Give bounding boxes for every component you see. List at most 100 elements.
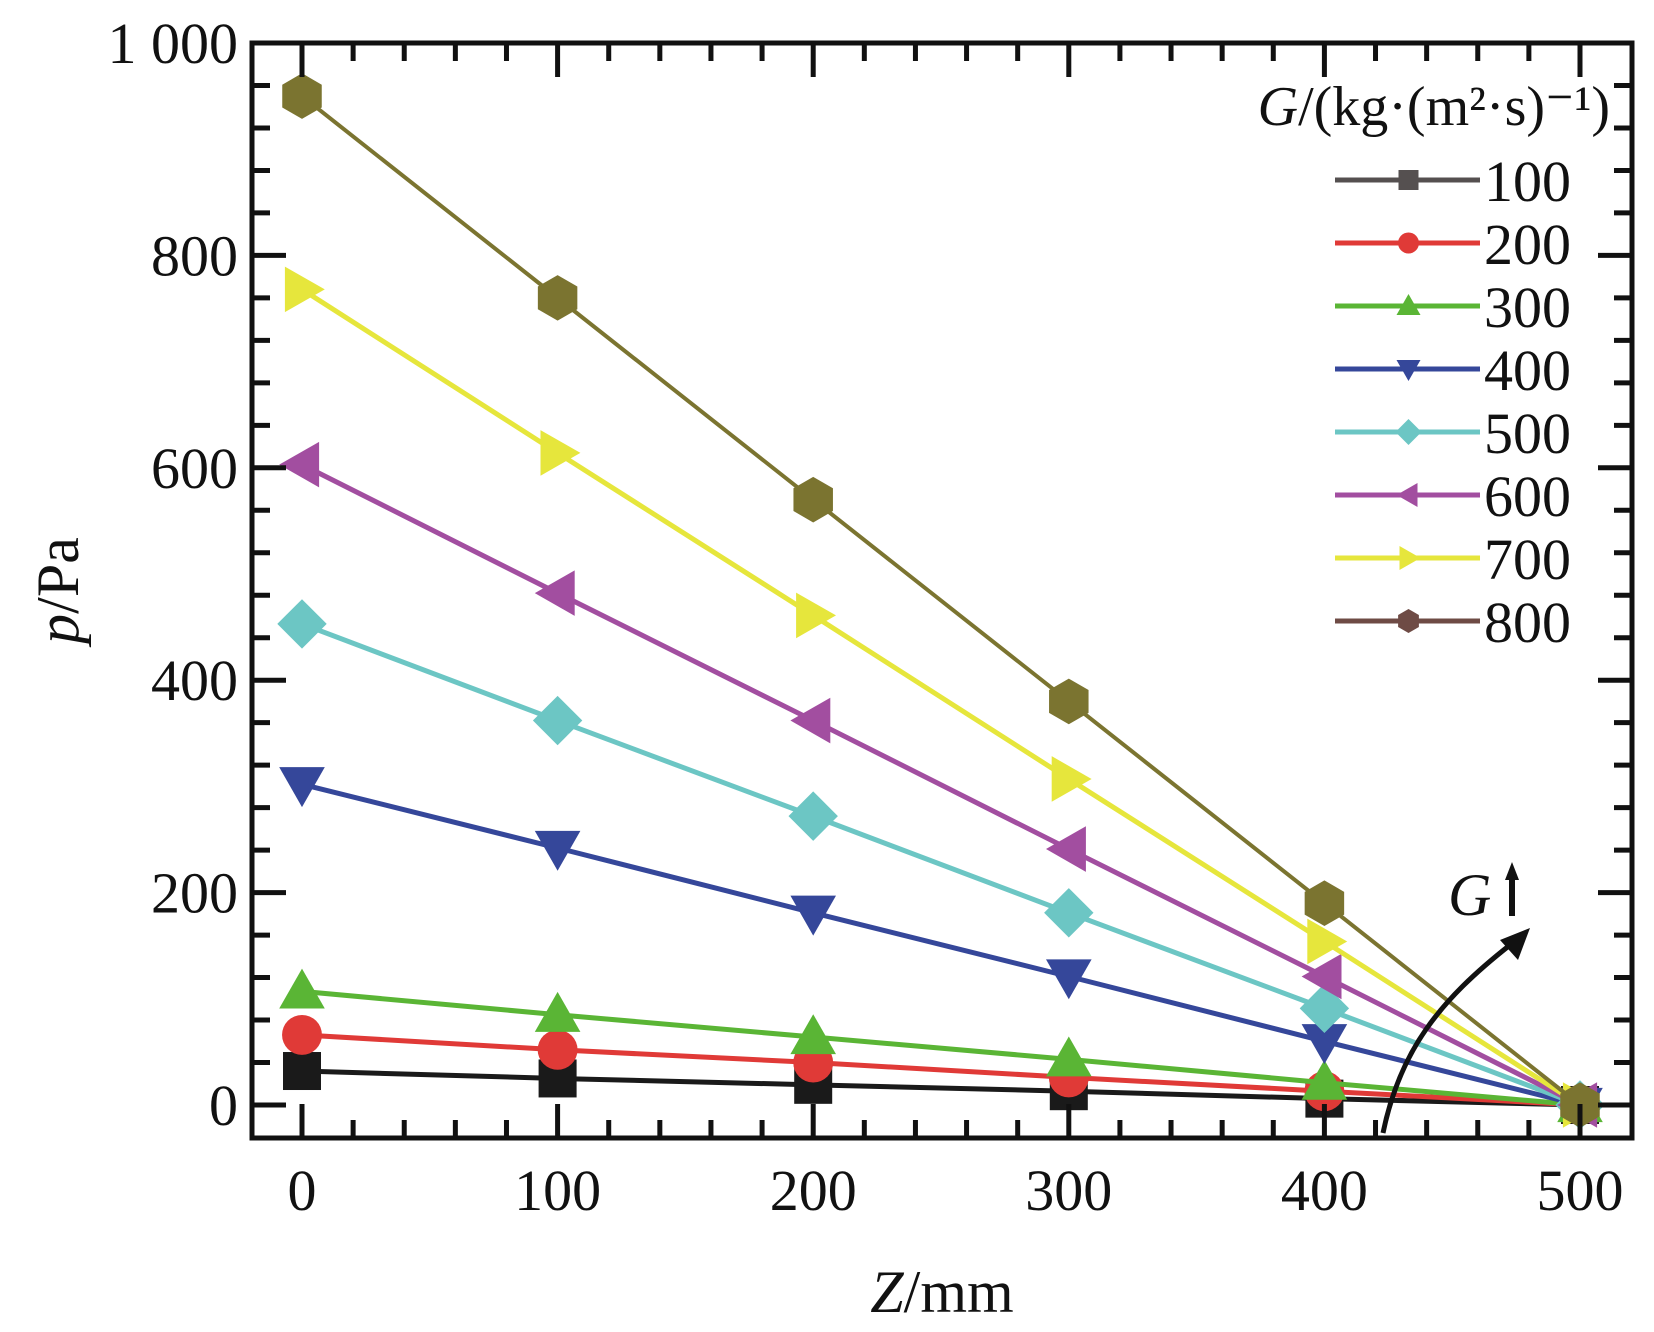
legend-title-unit: /(kg·(m²·s)⁻¹) [1298,76,1610,138]
legend-item: 100 [1335,149,1571,214]
legend-label: 200 [1484,212,1571,277]
legend-item: 400 [1335,338,1571,403]
data-point [1301,1024,1348,1065]
x-ticks: 0 100 200 300 400 500 [288,43,1624,1223]
annotation-var: G [1448,862,1491,928]
y-axis-title: p/Pa [25,537,91,648]
series-line [300,94,1582,1107]
data-point [277,599,327,649]
series-700 [284,266,1603,1128]
legend-item: 600 [1335,464,1571,529]
x-tick-label: 500 [1537,1158,1624,1223]
up-arrow-icon [1505,862,1519,880]
series-800 [282,73,1600,1128]
legend-label: 600 [1484,464,1571,529]
y-tick-label: 0 [209,1073,238,1138]
data-point [796,592,836,639]
arrowhead-icon [1500,928,1530,960]
legend-label: 700 [1484,527,1571,592]
legend-label: 300 [1484,275,1571,340]
y-tick-label: 600 [151,436,238,501]
data-point [1046,826,1086,872]
increase-arrow-annotation: G [1380,862,1530,1134]
data-point [534,830,581,871]
data-point [793,476,833,523]
data-point [534,991,581,1032]
legend-item: 200 [1335,212,1571,277]
legend-marker-icon [1395,419,1422,445]
legend-label: 800 [1484,590,1571,655]
series-400 [279,767,1603,1128]
x-axis-title: Z/mm [870,1259,1013,1325]
legend-item: 800 [1335,590,1571,655]
data-point [279,767,325,808]
legend-marker-icon [1396,483,1418,507]
data-point [790,697,831,744]
x-axis-title-unit: /mm [904,1259,1014,1325]
curved-arrow [1380,943,1512,1134]
x-tick-label: 300 [1025,1158,1112,1223]
series-line [301,781,1581,1108]
data-point [1046,959,1092,1000]
legend-item: 500 [1335,401,1571,466]
y-ticks: 0 200 400 600 800 1 000 [108,11,1632,1138]
x-axis-title-var: Z [870,1259,904,1325]
data-point [537,275,578,321]
legend-item: 300 [1335,275,1571,340]
legend-marker-icon [1398,232,1419,254]
y-tick-label: 800 [151,223,238,288]
data-point [532,695,583,746]
legend-marker-icon [1396,360,1421,381]
data-point [534,570,575,616]
legend-item: 700 [1335,527,1571,592]
data-point [537,1029,578,1070]
data-point [790,1014,836,1055]
y-tick-label: 400 [151,648,238,713]
data-point [1301,953,1342,1000]
legend-marker-icon [1399,546,1421,570]
series-600 [279,441,1598,1128]
legend-label: 100 [1484,149,1571,214]
legend-label: 400 [1484,338,1571,403]
data-point [1046,1036,1092,1077]
data-point [283,1052,321,1091]
legend-marker-icon [1398,170,1419,190]
x-tick-label: 200 [770,1158,857,1223]
data-point [1304,880,1345,927]
y-axis-title-var: p [25,614,91,648]
x-tick-label: 0 [288,1158,317,1223]
x-tick-label: 400 [1281,1158,1368,1223]
data-point [279,968,325,1009]
data-point [790,895,836,936]
series-line [300,287,1582,1108]
data-point [540,430,581,476]
legend-label: 500 [1484,401,1571,466]
legend-marker-icon [1396,294,1421,315]
legend-marker-icon [1398,609,1419,633]
data-point [284,266,325,313]
data-point [1301,1059,1348,1100]
series-line [301,1068,1581,1108]
data-point [1049,678,1089,725]
annotation-label: G [1448,862,1491,928]
data-point [1044,888,1094,938]
legend-title-var: G [1258,76,1298,138]
data-point [282,1014,322,1055]
plot-frame [249,40,1635,1141]
series-line [301,1032,1581,1108]
legend-title: G/(kg·(m²·s)⁻¹) [1258,76,1610,138]
series-line [301,988,1581,1108]
x-tick-label: 100 [514,1158,601,1223]
axes-layer [249,40,1635,1141]
y-tick-label: 1 000 [108,11,239,76]
y-tick-label: 200 [151,861,238,926]
data-point [282,73,322,119]
series-line [301,621,1581,1108]
data-point [279,441,320,488]
series-line [300,462,1582,1108]
y-axis-title-unit: /Pa [25,537,91,614]
data-point [1051,756,1092,802]
